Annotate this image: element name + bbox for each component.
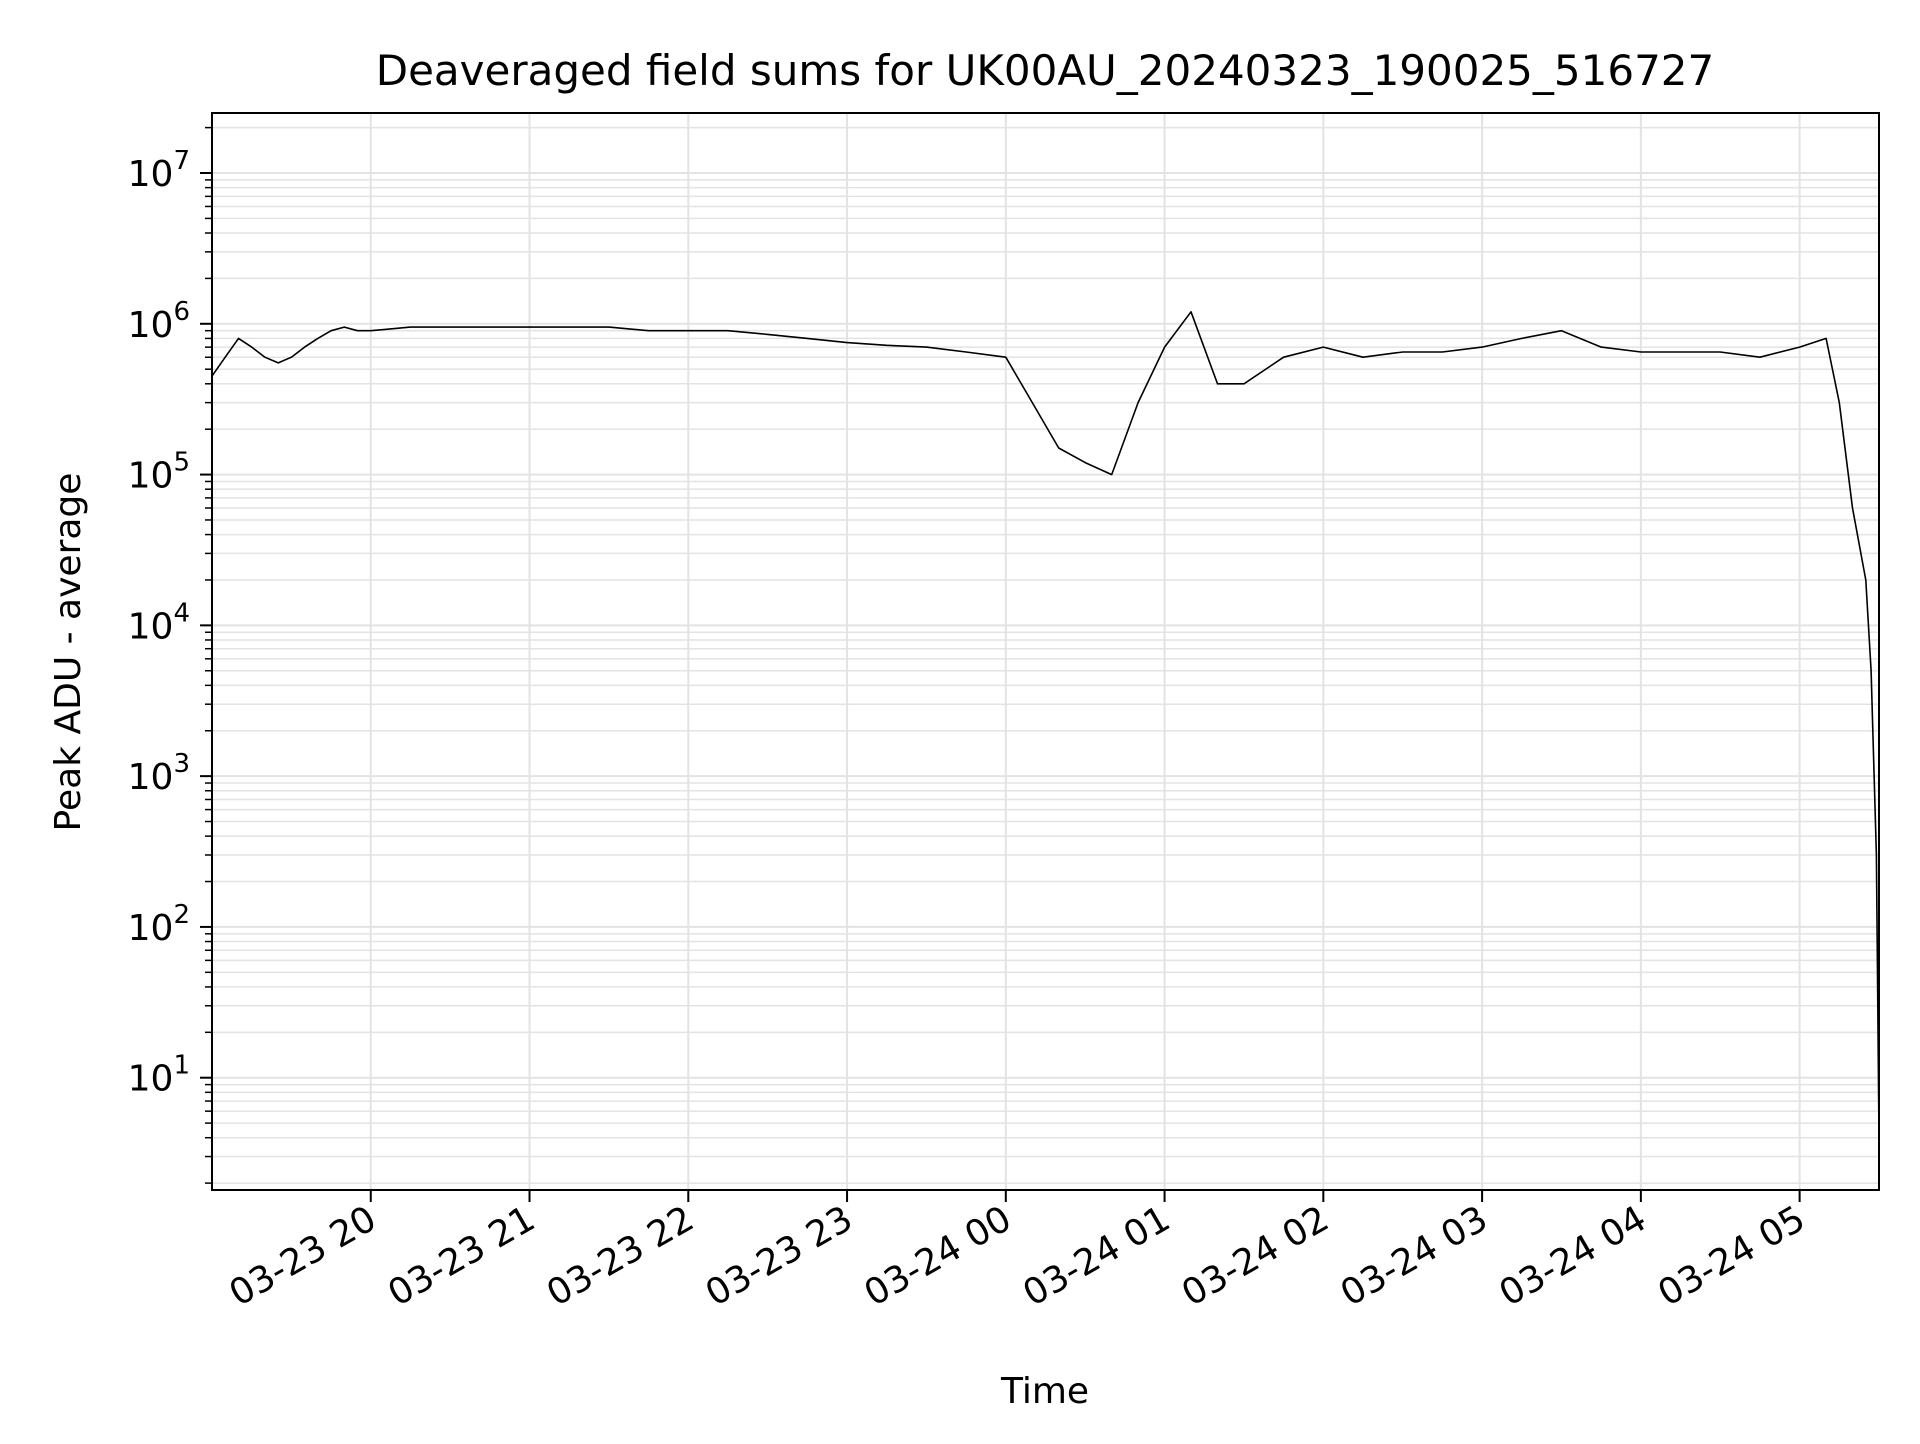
y-tick-label: 107 <box>128 146 190 195</box>
y-tick-label: 102 <box>128 900 190 949</box>
y-tick-label: 103 <box>128 749 190 798</box>
grid-major <box>212 113 1879 1190</box>
chart-title: Deaveraged field sums for UK00AU_2024032… <box>376 46 1714 95</box>
y-axis-label: Peak ADU - average <box>48 473 89 832</box>
y-tick-label: 104 <box>128 598 190 647</box>
series-layer <box>211 311 1880 1138</box>
series-line <box>211 311 1880 1138</box>
y-axis: 101 102 103 104 105 106 107 <box>128 126 212 1184</box>
grid-minor <box>212 126 1879 1184</box>
plot-frame <box>211 112 1880 1191</box>
y-tick-label: 105 <box>128 448 190 497</box>
y-tick-label: 101 <box>128 1051 190 1100</box>
x-axis-label: Time <box>1000 1371 1089 1412</box>
y-tick-label: 106 <box>128 297 190 346</box>
